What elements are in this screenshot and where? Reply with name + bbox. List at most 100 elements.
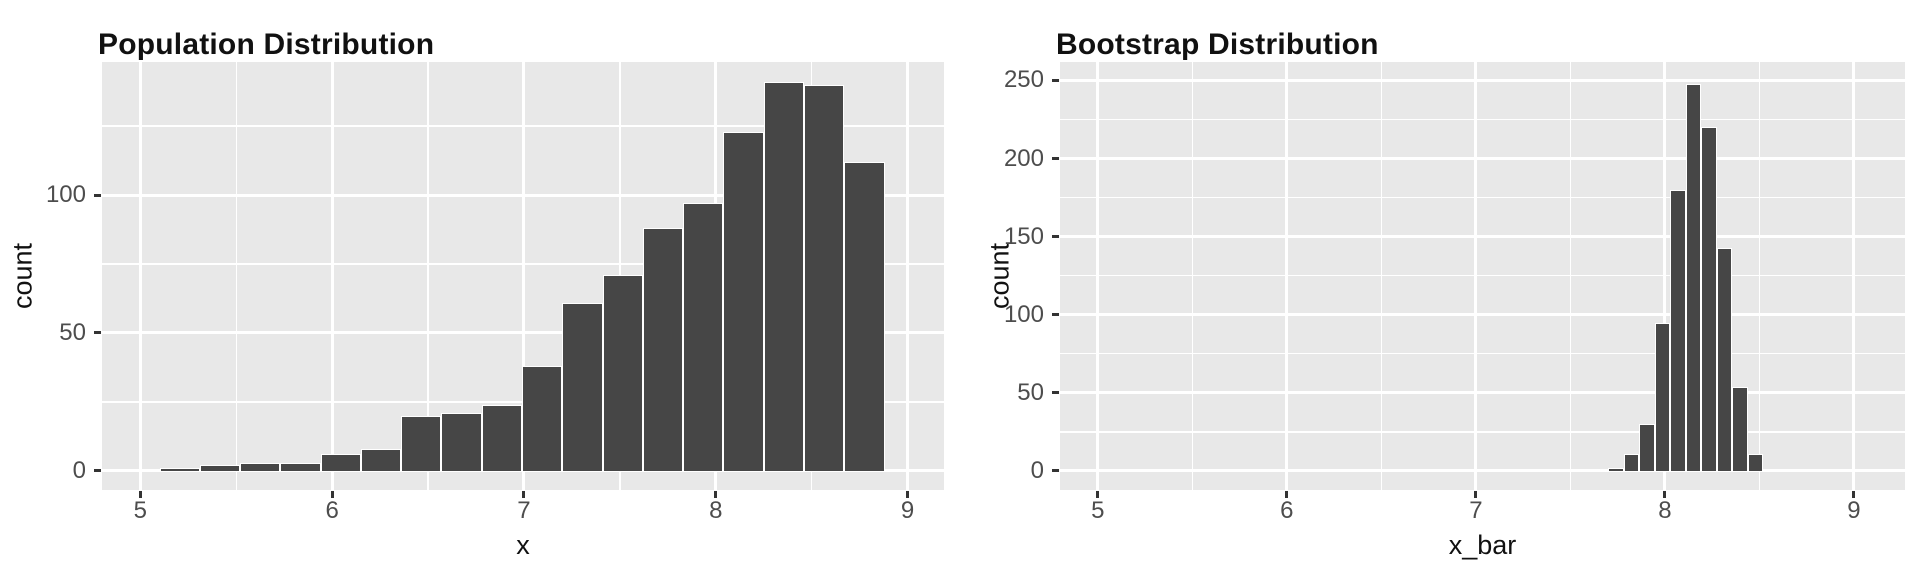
y-tick-label: 150 [1003, 222, 1044, 250]
grid-major-vertical [1096, 62, 1100, 490]
x-tick-label: 8 [709, 497, 723, 524]
x-tick-label: 9 [1847, 497, 1861, 524]
grid-minor-vertical [1758, 62, 1761, 490]
left-x-axis-title: x [516, 530, 530, 560]
y-tick-label: 50 [59, 318, 86, 346]
grid-minor-horizontal [1060, 353, 1905, 355]
y-tick-label: 50 [1017, 378, 1044, 406]
y-tick-mark [1052, 235, 1059, 239]
grid-minor-vertical [235, 62, 237, 490]
y-tick-label: 100 [45, 181, 86, 208]
left-chart-title: Population Distribution [98, 27, 435, 61]
histogram-bar [683, 203, 724, 471]
y-tick-mark [94, 469, 101, 473]
y-tick-label: 0 [1030, 456, 1044, 484]
grid-minor-vertical [1380, 62, 1383, 490]
y-tick-mark [1052, 391, 1059, 395]
y-tick-label: 100 [1003, 300, 1044, 328]
x-tick-mark [522, 491, 526, 498]
y-tick-label: 200 [1003, 144, 1044, 172]
histogram-bar [723, 131, 764, 471]
y-tick-mark [1052, 469, 1059, 473]
histogram-bar [1701, 127, 1717, 471]
x-tick-mark [1852, 491, 1856, 498]
x-tick-label: 6 [325, 497, 339, 524]
grid-major-vertical [1474, 62, 1478, 490]
x-tick-mark [330, 491, 334, 498]
left-chart-panel [102, 62, 944, 490]
histogram-bar [1716, 247, 1733, 471]
grid-major-horizontal [1060, 313, 1905, 317]
histogram-bar [1747, 453, 1764, 471]
grid-major-vertical [522, 62, 526, 490]
histogram-bar [1732, 386, 1748, 471]
histogram-bar [1670, 189, 1686, 471]
grid-major-vertical [1663, 62, 1667, 490]
y-tick-label: 250 [1003, 66, 1044, 94]
right-y-axis-title: count [984, 242, 1015, 310]
histogram-bar [159, 468, 200, 471]
x-tick-mark [138, 491, 142, 498]
left-y-axis-title: count [7, 242, 38, 310]
y-tick-mark [94, 331, 101, 335]
x-tick-mark [714, 491, 718, 498]
y-tick-mark [94, 193, 101, 197]
x-tick-mark [1474, 491, 1478, 498]
y-tick-mark [1052, 78, 1059, 82]
histogram-bar [1608, 467, 1624, 471]
grid-minor-vertical [1569, 62, 1572, 490]
grid-minor-vertical [1191, 62, 1194, 490]
histogram-bar [360, 448, 402, 471]
histogram-bar [562, 302, 603, 471]
grid-minor-horizontal [1060, 431, 1905, 433]
histogram-bar [803, 84, 845, 471]
grid-major-horizontal [1060, 78, 1905, 82]
x-tick-label: 7 [1469, 497, 1483, 524]
histogram-bar [602, 275, 643, 471]
grid-minor-horizontal [1060, 196, 1905, 199]
histogram-bar [199, 465, 241, 471]
histogram-bar [642, 228, 684, 471]
x-tick-label: 5 [1091, 497, 1105, 524]
histogram-bar [401, 415, 442, 471]
histogram-bar [763, 81, 804, 471]
grid-minor-horizontal [1060, 118, 1905, 121]
x-tick-label: 7 [517, 497, 531, 524]
histogram-bar [320, 454, 361, 471]
histogram-bar [240, 462, 281, 471]
histogram-bar [1685, 83, 1702, 471]
grid-major-vertical [1285, 62, 1289, 490]
grid-major-horizontal [1060, 469, 1905, 473]
grid-major-horizontal [1060, 391, 1905, 395]
histogram-bar [1654, 322, 1671, 471]
histogram-bar [280, 462, 321, 471]
histogram-bar [1623, 453, 1640, 471]
right-x-axis-title: x_bar [1448, 530, 1517, 560]
x-tick-mark [1285, 491, 1289, 498]
y-tick-mark [1052, 157, 1059, 161]
grid-major-horizontal [1060, 157, 1905, 161]
right-chart-panel [1060, 62, 1905, 490]
y-tick-label: 0 [72, 456, 86, 484]
grid-major-vertical [906, 62, 910, 490]
x-tick-mark [1096, 491, 1100, 498]
histogram-bar [481, 404, 523, 471]
x-tick-label: 9 [900, 497, 915, 524]
x-tick-mark [906, 491, 910, 498]
grid-major-vertical [330, 62, 334, 490]
histogram-bar [522, 366, 563, 471]
x-tick-mark [1663, 491, 1667, 498]
grid-major-horizontal [1060, 235, 1905, 239]
grid-minor-vertical [427, 62, 429, 490]
grid-major-vertical [1852, 62, 1856, 490]
histogram-bar [1639, 424, 1655, 471]
x-tick-label: 6 [1280, 497, 1294, 524]
right-chart-title: Bootstrap Distribution [1056, 27, 1379, 61]
grid-minor-horizontal [1060, 274, 1905, 277]
x-tick-label: 8 [1658, 497, 1672, 524]
histogram-bar [844, 161, 885, 471]
y-tick-mark [1052, 313, 1059, 317]
x-tick-label: 5 [133, 497, 148, 524]
grid-major-vertical [138, 62, 142, 490]
